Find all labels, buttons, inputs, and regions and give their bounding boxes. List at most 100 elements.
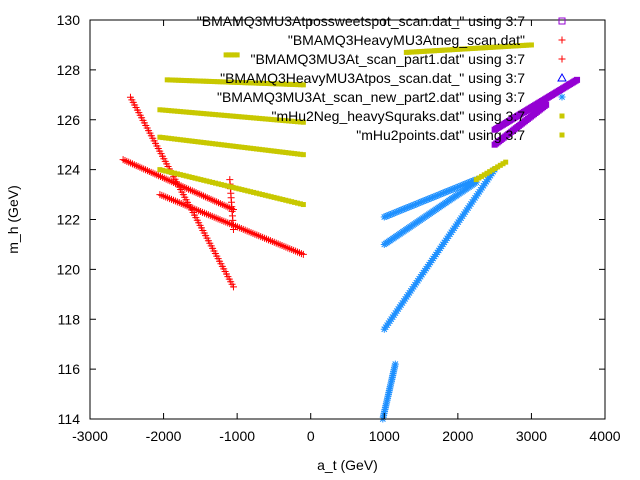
data-point bbox=[295, 151, 301, 157]
data-point bbox=[421, 48, 427, 54]
series-4 bbox=[379, 166, 499, 423]
data-point bbox=[300, 119, 306, 125]
data-point bbox=[387, 210, 395, 218]
x-tick-label: -2000 bbox=[146, 428, 182, 444]
data-point bbox=[283, 118, 289, 124]
data-point bbox=[192, 138, 198, 144]
data-point bbox=[419, 197, 427, 205]
data-point bbox=[476, 175, 482, 181]
data-point bbox=[163, 135, 169, 141]
x-tick-label: -3000 bbox=[72, 428, 108, 444]
data-point bbox=[189, 174, 195, 180]
data-point bbox=[215, 181, 221, 187]
data-point bbox=[513, 43, 519, 49]
data-point bbox=[403, 49, 409, 55]
data-point bbox=[270, 81, 276, 87]
data-point bbox=[411, 49, 417, 55]
data-point bbox=[286, 81, 292, 87]
data-point bbox=[295, 200, 301, 206]
data-point bbox=[283, 150, 289, 156]
data-point bbox=[463, 179, 471, 187]
data-point bbox=[283, 197, 289, 203]
data-point bbox=[498, 44, 504, 50]
data-point bbox=[426, 48, 432, 54]
y-tick-label: 122 bbox=[57, 212, 81, 228]
data-point bbox=[277, 117, 283, 123]
y-tick-label: 124 bbox=[57, 162, 81, 178]
data-point bbox=[273, 81, 279, 87]
data-point bbox=[230, 143, 236, 149]
data-point bbox=[274, 195, 280, 201]
data-point bbox=[183, 109, 189, 115]
data-point bbox=[424, 48, 430, 54]
axis-ticks: -3000 -2000 -1000 0 1000 2000 3000 4000 114 116 11… bbox=[57, 12, 621, 444]
data-point bbox=[492, 165, 498, 171]
data-point bbox=[265, 116, 271, 122]
data-point bbox=[195, 139, 201, 145]
data-point bbox=[284, 81, 290, 87]
data-point bbox=[405, 203, 413, 211]
data-point bbox=[503, 43, 509, 49]
data-point bbox=[277, 196, 283, 202]
data-point bbox=[297, 119, 303, 125]
data-point bbox=[259, 80, 265, 86]
data-point bbox=[460, 181, 468, 189]
series-5 bbox=[157, 77, 306, 208]
data-point bbox=[157, 167, 163, 173]
data-point bbox=[248, 115, 254, 121]
data-point bbox=[157, 107, 163, 113]
data-point bbox=[518, 43, 524, 49]
y-tick-label: 118 bbox=[58, 311, 81, 327]
data-point bbox=[186, 78, 192, 84]
data-point bbox=[441, 188, 449, 196]
data-point bbox=[442, 47, 448, 53]
data-point bbox=[488, 44, 494, 50]
legend-marker bbox=[558, 93, 566, 101]
data-point bbox=[289, 81, 295, 87]
data-point bbox=[186, 109, 192, 115]
data-point bbox=[300, 202, 306, 208]
data-point bbox=[393, 208, 401, 216]
data-point bbox=[198, 110, 204, 116]
data-point bbox=[267, 81, 273, 87]
data-point bbox=[210, 111, 216, 117]
legend-marker bbox=[557, 72, 567, 82]
data-point bbox=[209, 78, 215, 84]
data-point bbox=[245, 114, 251, 120]
data-point bbox=[223, 79, 229, 85]
data-point bbox=[250, 80, 256, 86]
data-point bbox=[248, 189, 254, 195]
data-point bbox=[388, 210, 396, 218]
data-point bbox=[251, 189, 257, 195]
data-point bbox=[233, 185, 239, 191]
data-point bbox=[239, 144, 245, 150]
data-point bbox=[265, 193, 271, 199]
data-point bbox=[172, 170, 178, 176]
data-point bbox=[500, 44, 506, 50]
data-point bbox=[239, 114, 245, 120]
data-point bbox=[210, 179, 216, 185]
data-point bbox=[178, 77, 184, 83]
data-point bbox=[435, 191, 443, 199]
data-point bbox=[574, 76, 581, 83]
data-point bbox=[245, 80, 251, 86]
data-point bbox=[233, 143, 239, 149]
data-point bbox=[183, 173, 189, 179]
data-point bbox=[174, 171, 180, 177]
data-point bbox=[198, 78, 204, 84]
data-point bbox=[201, 111, 207, 117]
data-point bbox=[262, 116, 268, 122]
data-point bbox=[382, 212, 390, 220]
data-point bbox=[234, 52, 240, 58]
data-point bbox=[189, 138, 195, 144]
data-point bbox=[239, 187, 245, 193]
data-point bbox=[236, 144, 242, 150]
data-point bbox=[383, 212, 391, 220]
data-point bbox=[223, 52, 229, 58]
data-point bbox=[421, 197, 429, 205]
data-point bbox=[227, 143, 233, 149]
data-point bbox=[500, 161, 506, 167]
data-point bbox=[204, 111, 210, 117]
data-point bbox=[166, 135, 172, 141]
data-point bbox=[447, 47, 453, 53]
